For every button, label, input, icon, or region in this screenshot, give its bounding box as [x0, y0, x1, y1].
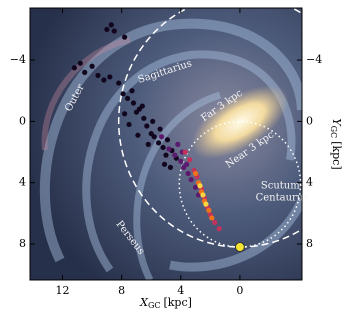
data-area	[71, 8, 302, 248]
point	[184, 161, 190, 167]
point	[161, 161, 168, 167]
point	[145, 141, 151, 147]
point	[144, 123, 150, 129]
y-tick-label: 8	[19, 237, 26, 250]
point	[141, 115, 147, 121]
y-tick-label: 4	[19, 176, 26, 189]
point	[82, 69, 88, 75]
point	[111, 28, 117, 34]
point	[104, 26, 110, 33]
point	[209, 215, 215, 221]
point	[164, 137, 171, 143]
point	[182, 149, 188, 155]
point	[192, 170, 199, 177]
y-tick-label: 8	[306, 237, 313, 250]
y-tick-label: 0	[19, 114, 26, 127]
point	[116, 80, 122, 86]
point	[185, 170, 191, 177]
point	[178, 158, 184, 164]
point	[139, 103, 145, 109]
point	[192, 184, 199, 190]
y-label-sub: GC	[329, 126, 338, 139]
point	[151, 134, 157, 140]
point	[212, 219, 218, 226]
point	[129, 88, 135, 94]
x-tick-label: 12	[56, 284, 70, 297]
point	[166, 146, 172, 152]
galaxy-image	[30, 8, 302, 280]
point	[124, 95, 131, 102]
y-tick-label: −4	[10, 53, 26, 66]
point	[135, 132, 141, 138]
point	[156, 140, 162, 146]
point	[197, 183, 203, 189]
point	[122, 111, 128, 117]
y-label-main: Y	[330, 118, 343, 127]
point	[188, 177, 194, 183]
x-label-main: X	[139, 296, 149, 309]
y-tick-label: 4	[306, 176, 313, 189]
x-label-unit: [kpc]	[163, 296, 191, 309]
x-tick-label: 4	[177, 284, 184, 297]
x-tick-label: 0	[236, 284, 243, 297]
point	[216, 226, 222, 232]
point	[200, 192, 206, 198]
x-label-sub: GC	[148, 301, 161, 310]
y-label-unit: [kpc]	[330, 141, 343, 169]
y-tick-label: 0	[306, 114, 313, 127]
frame	[29, 7, 303, 281]
point	[108, 22, 114, 28]
point	[203, 201, 209, 207]
point	[77, 60, 83, 66]
x-axis-label: XGC [kpc]	[139, 296, 192, 310]
point	[122, 34, 128, 40]
x-tick-label: 8	[118, 284, 125, 297]
point	[95, 72, 101, 79]
point	[126, 121, 132, 128]
point	[187, 157, 193, 163]
point	[120, 91, 126, 97]
point	[107, 74, 113, 80]
point	[130, 100, 137, 106]
annotation: Centaurus	[256, 193, 309, 204]
point	[101, 77, 107, 83]
point	[157, 126, 163, 132]
point	[206, 207, 212, 213]
point	[172, 152, 178, 158]
point	[167, 164, 174, 170]
point	[71, 65, 77, 71]
reference-circle	[178, 120, 302, 248]
y-axis-label: YGC [kpc]	[329, 118, 343, 169]
point	[160, 144, 166, 151]
point	[158, 134, 165, 140]
point	[175, 141, 181, 147]
y-tick-label: −4	[306, 53, 322, 66]
sun-marker	[234, 242, 245, 253]
point	[150, 118, 156, 124]
annotation: Scutum-	[261, 181, 303, 192]
point	[89, 63, 95, 69]
point	[163, 152, 169, 158]
